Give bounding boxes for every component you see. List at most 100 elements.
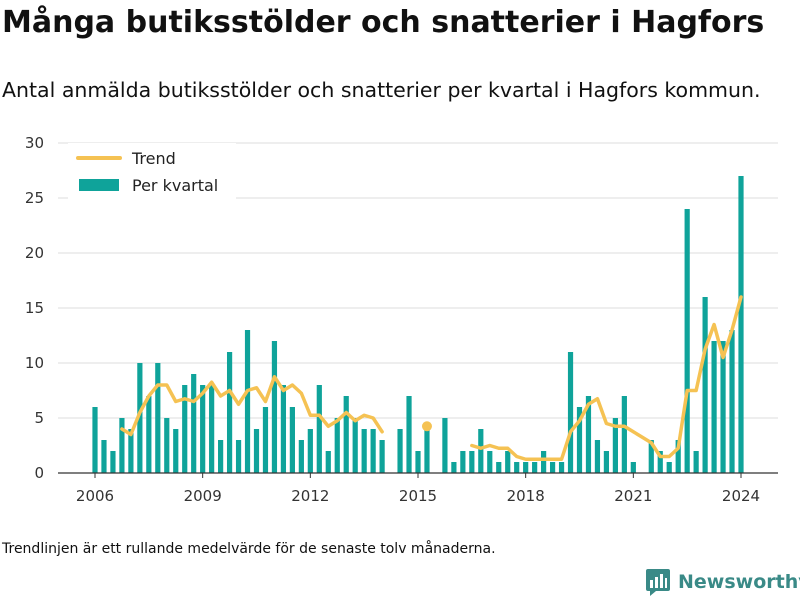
bar <box>487 451 493 473</box>
x-tick-label: 2024 <box>722 487 760 505</box>
brand-logo: Newsworthy <box>645 568 800 596</box>
footnote: Trendlinjen är ett rullande medelvärde f… <box>2 541 496 557</box>
bar <box>110 451 116 473</box>
brand-name: Newsworthy <box>678 571 800 593</box>
x-tick-label: 2012 <box>291 487 329 505</box>
bar <box>298 440 304 473</box>
bar <box>370 429 376 473</box>
bar <box>316 385 322 473</box>
bar <box>702 297 708 473</box>
bar <box>720 341 726 473</box>
bar <box>603 451 610 473</box>
bar <box>343 396 349 473</box>
bar <box>684 209 690 473</box>
trend-line <box>470 295 743 461</box>
bar <box>496 462 502 473</box>
bar <box>630 462 636 473</box>
bar <box>594 440 601 473</box>
chart-canvas: 0 5 10 15 20 25 30 2006 2009 2012 2015 2018 2021 202… <box>25 134 778 505</box>
bar <box>262 407 269 473</box>
legend-bar-label: Per kvartal <box>132 176 218 195</box>
y-tick-label: 30 <box>25 134 44 152</box>
bar <box>182 385 188 473</box>
bar <box>505 451 511 473</box>
bar <box>218 440 224 473</box>
bar <box>406 396 412 473</box>
bar <box>711 341 717 473</box>
y-tick-label: 25 <box>25 189 44 207</box>
bar <box>666 462 672 473</box>
newsworthy-logo-icon <box>646 569 670 596</box>
bar <box>415 451 421 473</box>
legend-trend-label: Trend <box>131 149 176 168</box>
bar <box>137 363 143 473</box>
bar <box>361 429 367 473</box>
bar <box>729 330 735 473</box>
bar <box>271 341 278 473</box>
bar <box>289 407 295 473</box>
bar <box>307 429 313 473</box>
bar <box>460 451 466 473</box>
bar <box>119 418 125 473</box>
bar <box>128 429 134 473</box>
bar <box>235 440 242 473</box>
x-tick-label: 2015 <box>399 487 437 505</box>
bar <box>523 462 529 473</box>
bar <box>657 451 663 473</box>
bar <box>244 330 251 473</box>
bar <box>576 407 583 473</box>
trend-series <box>120 295 743 461</box>
legend: Trend Per kvartal <box>68 143 236 201</box>
trend-point <box>421 421 432 432</box>
y-tick-label: 20 <box>25 244 44 262</box>
bar <box>675 440 681 473</box>
bar <box>280 385 287 473</box>
y-tick-label: 0 <box>34 464 44 482</box>
bar <box>379 440 385 473</box>
y-axis-ticks: 0 5 10 15 20 25 30 <box>25 134 44 482</box>
bar <box>352 418 358 473</box>
x-tick-label: 2021 <box>614 487 652 505</box>
bar <box>164 418 170 473</box>
bar <box>191 374 197 473</box>
legend-bar-swatch <box>79 179 119 191</box>
bar <box>155 363 161 473</box>
x-tick-label: 2009 <box>184 487 222 505</box>
bar <box>325 451 331 473</box>
bar <box>209 385 215 473</box>
bar <box>334 418 340 473</box>
y-tick-label: 15 <box>25 299 44 317</box>
bar <box>514 462 520 473</box>
bar <box>253 429 260 473</box>
bar <box>200 385 206 473</box>
bar <box>442 418 448 473</box>
bar <box>424 429 430 473</box>
bar <box>648 440 654 473</box>
bar <box>146 396 152 473</box>
y-tick-label: 10 <box>25 354 44 372</box>
bar <box>478 429 484 473</box>
y-tick-label: 5 <box>34 409 44 427</box>
chart-title: Många butiksstölder och snatterier i Hag… <box>2 5 765 40</box>
x-tick-label: 2018 <box>507 487 545 505</box>
bar <box>173 429 179 473</box>
bar <box>397 429 403 473</box>
trend-line <box>120 375 384 437</box>
bar <box>612 418 618 473</box>
legend-background <box>68 143 236 201</box>
x-tick-label: 2006 <box>76 487 114 505</box>
bar <box>532 462 538 473</box>
x-axis-ticks: 2006 2009 2012 2015 2018 2021 2024 <box>76 473 760 505</box>
bar <box>738 176 744 473</box>
bar <box>541 451 547 473</box>
chart-subtitle: Antal anmälda butiksstölder och snatteri… <box>2 78 761 102</box>
bar <box>567 352 574 473</box>
bar <box>549 462 556 473</box>
bar <box>621 396 627 473</box>
bar <box>226 352 233 473</box>
bar <box>693 451 699 473</box>
bar <box>101 440 107 473</box>
bar <box>585 396 592 473</box>
bar <box>92 407 98 473</box>
bar <box>469 451 475 473</box>
